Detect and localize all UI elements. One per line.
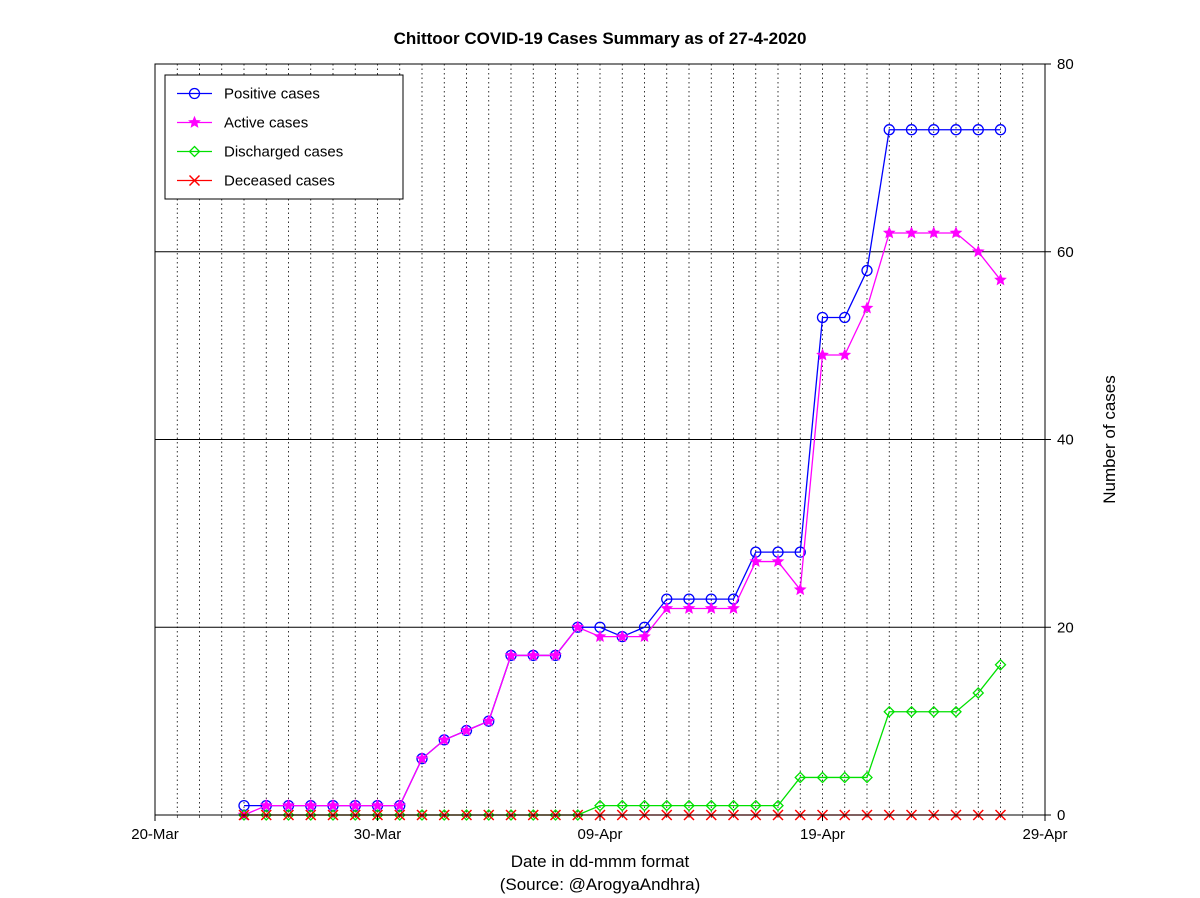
x-tick-label: 29-Apr <box>1022 826 1067 843</box>
x-axis-source: (Source: @ArogyaAndhra) <box>500 875 701 894</box>
y-tick-label: 60 <box>1057 244 1074 261</box>
x-axis-label: Date in dd-mmm format <box>511 852 690 871</box>
chart-container: 20-Mar 30-Mar 09-Apr 19-Apr 29-Apr 0 20 40 60 80 C… <box>0 0 1200 898</box>
y-axis-label: Number of cases <box>1100 375 1119 504</box>
chart-title: Chittoor COVID-19 Cases Summary as of 27… <box>394 29 807 48</box>
x-tick-label: 20-Mar <box>131 826 179 843</box>
x-tick-label: 19-Apr <box>800 826 845 843</box>
y-tick-label: 0 <box>1057 807 1065 824</box>
y-tick-label: 80 <box>1057 56 1074 73</box>
x-tick-label: 30-Mar <box>354 826 402 843</box>
y-tick-label: 20 <box>1057 619 1074 636</box>
legend-label: Discharged cases <box>224 144 343 161</box>
x-tick-label: 09-Apr <box>577 826 622 843</box>
chart-svg: 20-Mar 30-Mar 09-Apr 19-Apr 29-Apr 0 20 40 60 80 C… <box>0 0 1200 898</box>
legend-label: Active cases <box>224 115 308 132</box>
y-tick-label: 40 <box>1057 432 1074 449</box>
legend-label: Deceased cases <box>224 173 335 190</box>
legend-label: Positive cases <box>224 86 320 103</box>
